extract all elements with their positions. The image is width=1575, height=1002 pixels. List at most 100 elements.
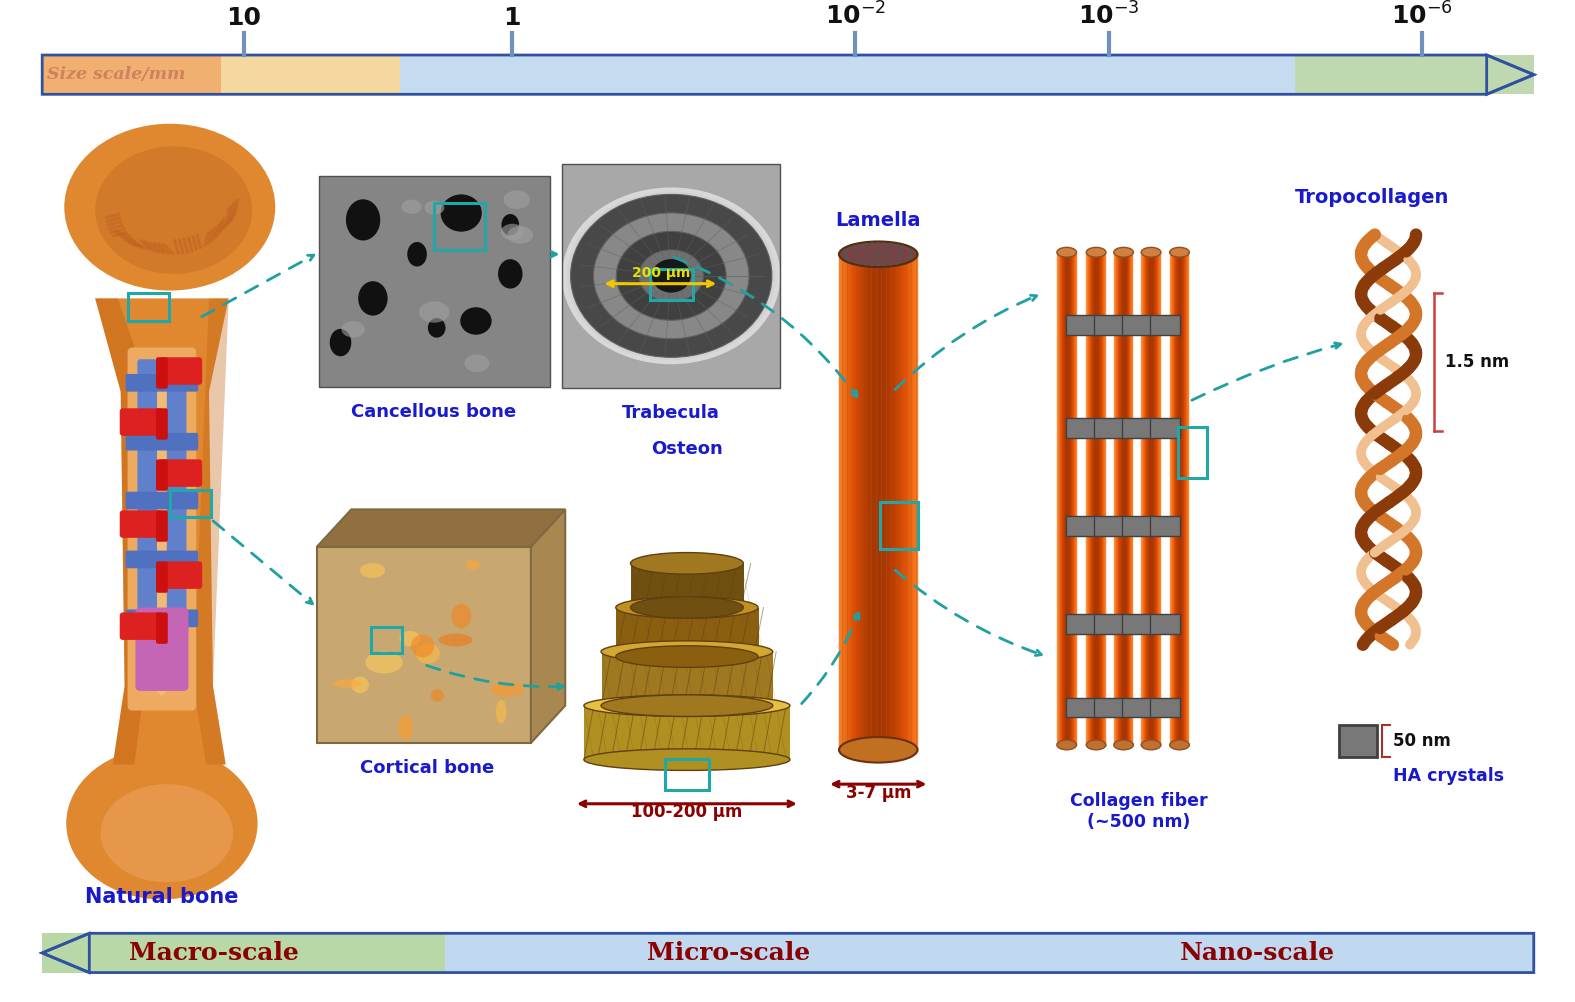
Bar (1150, 418, 1180, 438)
Ellipse shape (365, 651, 403, 673)
Circle shape (855, 250, 858, 254)
Circle shape (901, 261, 902, 264)
FancyArrow shape (187, 237, 194, 252)
Circle shape (899, 250, 901, 254)
Circle shape (896, 257, 899, 260)
Ellipse shape (101, 785, 233, 883)
Circle shape (877, 264, 880, 267)
FancyArrow shape (132, 243, 146, 249)
Ellipse shape (496, 699, 507, 723)
Bar (170, 490, 211, 517)
Circle shape (890, 263, 893, 266)
Bar (1066, 315, 1095, 335)
Ellipse shape (598, 216, 745, 335)
FancyArrow shape (183, 238, 189, 253)
Ellipse shape (652, 260, 691, 293)
FancyArrow shape (219, 217, 225, 232)
Circle shape (874, 261, 877, 264)
Bar (1295, 55, 1534, 94)
Ellipse shape (1087, 740, 1106, 749)
FancyBboxPatch shape (156, 612, 169, 644)
Ellipse shape (66, 747, 258, 900)
Circle shape (910, 253, 913, 256)
Ellipse shape (614, 229, 729, 323)
Circle shape (884, 257, 887, 260)
Ellipse shape (608, 225, 734, 327)
Bar (1121, 614, 1151, 634)
Bar (880, 502, 918, 549)
FancyBboxPatch shape (159, 561, 202, 589)
FancyArrow shape (217, 221, 222, 235)
Polygon shape (194, 299, 228, 765)
Ellipse shape (567, 191, 775, 360)
Ellipse shape (498, 260, 523, 289)
Text: 10: 10 (227, 6, 261, 29)
Ellipse shape (839, 241, 918, 267)
Circle shape (844, 253, 847, 256)
FancyBboxPatch shape (120, 612, 162, 640)
Circle shape (855, 255, 858, 258)
Text: 10$^{-3}$: 10$^{-3}$ (1077, 2, 1139, 29)
Circle shape (868, 246, 871, 249)
FancyArrow shape (128, 241, 143, 247)
Bar (1066, 516, 1095, 536)
Bar (562, 164, 780, 388)
Ellipse shape (65, 123, 276, 291)
Circle shape (844, 250, 847, 254)
Ellipse shape (624, 237, 718, 315)
Ellipse shape (351, 676, 369, 693)
Ellipse shape (400, 631, 421, 646)
FancyArrow shape (227, 202, 238, 214)
Circle shape (907, 257, 910, 260)
FancyArrow shape (158, 242, 170, 255)
Ellipse shape (630, 552, 743, 574)
Circle shape (849, 246, 852, 249)
FancyBboxPatch shape (126, 609, 198, 627)
Ellipse shape (660, 267, 682, 285)
Ellipse shape (1114, 740, 1134, 749)
Polygon shape (94, 299, 150, 765)
Bar (1121, 516, 1151, 536)
Bar (372, 627, 402, 652)
FancyBboxPatch shape (128, 348, 197, 710)
FancyArrow shape (178, 239, 184, 254)
Ellipse shape (1114, 247, 1134, 258)
Circle shape (884, 264, 887, 267)
Circle shape (865, 242, 868, 245)
Text: 100-200 μm: 100-200 μm (632, 804, 742, 822)
Ellipse shape (1087, 247, 1106, 258)
Circle shape (899, 253, 902, 256)
Circle shape (865, 263, 868, 266)
Circle shape (901, 245, 902, 248)
Bar (562, 164, 780, 388)
Bar (1121, 697, 1151, 717)
FancyArrow shape (106, 213, 120, 218)
Ellipse shape (639, 249, 702, 302)
Ellipse shape (584, 694, 791, 716)
Ellipse shape (452, 604, 471, 628)
Ellipse shape (465, 355, 490, 372)
Circle shape (858, 257, 860, 260)
Circle shape (849, 259, 852, 262)
Text: 3-7 μm: 3-7 μm (846, 784, 910, 802)
Bar (1066, 418, 1095, 438)
Circle shape (862, 259, 865, 262)
Circle shape (858, 248, 860, 252)
Text: 10$^{-2}$: 10$^{-2}$ (825, 2, 885, 29)
FancyArrow shape (145, 240, 156, 253)
Ellipse shape (507, 226, 532, 243)
FancyBboxPatch shape (120, 408, 162, 436)
Ellipse shape (329, 329, 351, 357)
Bar (43, 55, 221, 94)
Circle shape (844, 255, 847, 258)
Circle shape (887, 246, 890, 249)
FancyBboxPatch shape (156, 561, 169, 593)
Circle shape (896, 248, 899, 252)
Text: Osteon: Osteon (650, 440, 723, 458)
Ellipse shape (619, 233, 724, 319)
Ellipse shape (504, 190, 531, 209)
Ellipse shape (665, 271, 677, 281)
Ellipse shape (630, 597, 743, 618)
Bar (1066, 614, 1095, 634)
Circle shape (895, 262, 898, 265)
